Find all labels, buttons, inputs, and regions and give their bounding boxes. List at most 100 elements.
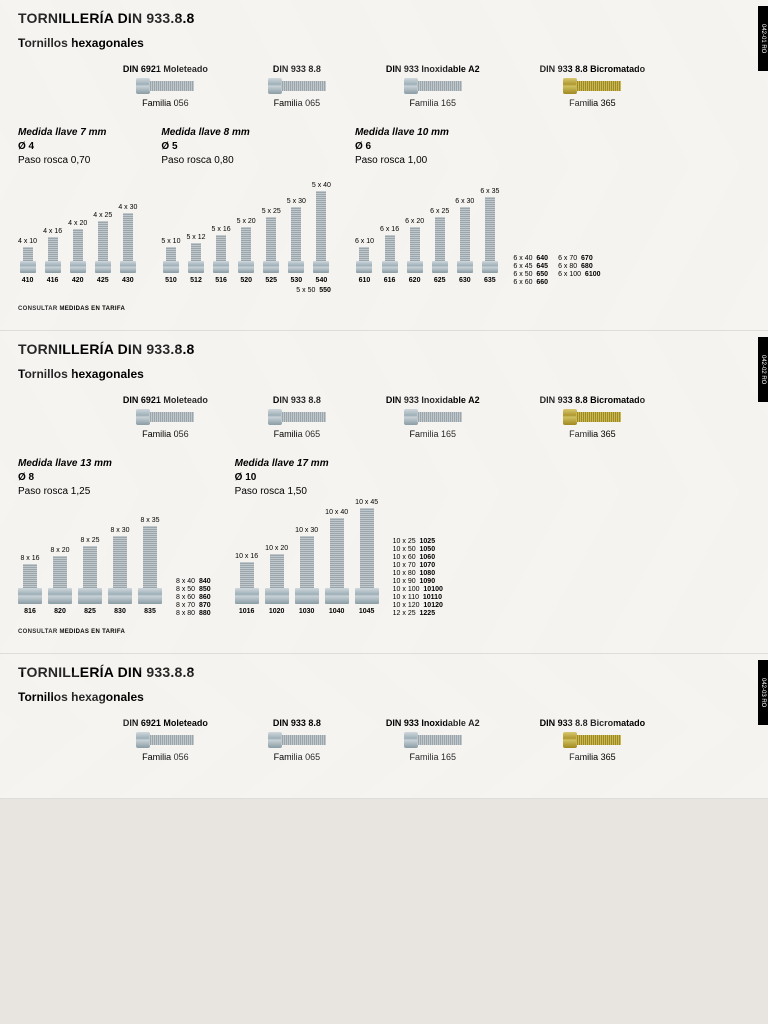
extra-row: 8 x 40 840 [176, 578, 211, 585]
extra-row: 10 x 90 1090 [393, 578, 443, 585]
extra-row: 6 x 100 6100 [558, 271, 600, 278]
bolt-graphic [48, 556, 72, 604]
bolt-item: 5 x 30 530 [287, 198, 306, 284]
bolt-size: 5 x 12 [186, 234, 205, 241]
bolt-graphic [238, 227, 254, 273]
bolt-item: 4 x 25 425 [93, 212, 112, 284]
page-tab: 042-01 RO [758, 6, 768, 71]
bolt-size: 10 x 40 [325, 509, 348, 516]
legend-family: Familia 165 [409, 98, 456, 108]
bolt-graphic [265, 554, 289, 604]
legend-item-1: DIN 933 8.8 Familia 065 [268, 718, 326, 762]
bolt-code: 635 [484, 277, 496, 284]
bolt-graphic [108, 536, 132, 604]
bolt-item: 6 x 16 616 [380, 226, 399, 284]
bolt-size: 5 x 10 [161, 238, 180, 245]
bolt-item: 5 x 40 540 [312, 182, 331, 284]
legend-title: DIN 6921 Moleteado [123, 395, 208, 405]
bolt-graphic [213, 235, 229, 273]
bolt-icon [268, 732, 326, 748]
bolt-item: 5 x 20 520 [237, 218, 256, 284]
bolt-row: 6 x 10 610 6 x 16 616 6 x 20 620 6 x 25 … [355, 174, 499, 284]
bolt-graphic [356, 247, 372, 273]
bolt-size: 5 x 30 [287, 198, 306, 205]
bolt-graphic [295, 536, 319, 604]
footer-note: CONSULTAR MEDIDAS EN TARIFA [18, 306, 750, 312]
bolt-code: 425 [97, 277, 109, 284]
bolt-code: 530 [290, 277, 302, 284]
legend-title: DIN 6921 Moleteado [123, 718, 208, 728]
bolt-item: 5 x 12 512 [186, 234, 205, 284]
groups-row: Medida llave 7 mm Ø 4 Paso rosca 0,70 4 … [18, 126, 750, 294]
bolt-code: 430 [122, 277, 134, 284]
extra-row: 6 x 60 660 [513, 279, 548, 286]
catalog-page: 042-03 RO TORNILLERÍA DIN 933.8.8 Tornil… [0, 654, 768, 799]
extra-row: 6 x 70 670 [558, 255, 600, 262]
bolt-code: 410 [22, 277, 34, 284]
bolt-graphic [313, 191, 329, 273]
bolt-item: 10 x 30 1030 [295, 527, 319, 615]
extra-row: 6 x 80 680 [558, 263, 600, 270]
bolt-code: 540 [316, 277, 328, 284]
bolt-size: 6 x 20 [405, 218, 424, 225]
legend-title: DIN 933 Inoxidable A2 [386, 395, 480, 405]
bolt-item: 10 x 40 1040 [325, 509, 349, 615]
bolt-size: 4 x 20 [68, 220, 87, 227]
bolt-item: 6 x 20 620 [405, 218, 424, 284]
bolt-icon [136, 409, 194, 425]
bolt-size: 8 x 25 [80, 537, 99, 544]
bolt-size: 8 x 20 [50, 547, 69, 554]
bolt-graphic [70, 229, 86, 273]
footer-note: CONSULTAR MEDIDAS EN TARIFA [18, 629, 750, 635]
extra-row: 10 x 25 1025 [393, 538, 443, 545]
size-group: Medida llave 13 mm Ø 8 Paso rosca 1,25 8… [18, 457, 211, 617]
legend-family: Familia 165 [409, 752, 456, 762]
legend-title: DIN 933 8.8 Bicromatado [540, 395, 646, 405]
legend-item-0: DIN 6921 Moleteado Familia 056 [123, 718, 208, 762]
bolt-item: 4 x 16 416 [43, 228, 62, 284]
bolt-icon [404, 78, 462, 94]
bolt-size: 5 x 20 [237, 218, 256, 225]
bolt-size: 10 x 16 [235, 553, 258, 560]
bolt-item: 10 x 45 1045 [355, 499, 379, 615]
bolt-code: 630 [459, 277, 471, 284]
bolt-icon [136, 732, 194, 748]
legend-item-3: DIN 933 8.8 Bicromatado Familia 365 [540, 64, 646, 108]
size-group: Medida llave 7 mm Ø 4 Paso rosca 0,70 4 … [18, 126, 137, 294]
bolt-size: 10 x 20 [265, 545, 288, 552]
bolt-code: 416 [47, 277, 59, 284]
bolt-item: 5 x 25 525 [262, 208, 281, 284]
page-subtitle: Tornillos hexagonales [18, 36, 750, 50]
legend-title: DIN 933 8.8 Bicromatado [540, 718, 646, 728]
bolt-graphic [288, 207, 304, 273]
extra-row: 10 x 110 10110 [393, 594, 443, 601]
legend-row: DIN 6921 Moleteado Familia 056 DIN 933 8… [18, 718, 750, 762]
bolt-graphic [432, 217, 448, 273]
extra-row: 6 x 45 645 [513, 263, 548, 270]
legend-item-3: DIN 933 8.8 Bicromatado Familia 365 [540, 395, 646, 439]
bolt-code: 520 [240, 277, 252, 284]
bolt-graphic [78, 546, 102, 604]
bolt-graphic [163, 247, 179, 273]
bolt-code: 420 [72, 277, 84, 284]
bolt-code: 835 [144, 608, 156, 615]
bolt-item: 10 x 16 1016 [235, 553, 259, 615]
groups-row: Medida llave 13 mm Ø 8 Paso rosca 1,25 8… [18, 457, 750, 617]
bolt-size: 5 x 25 [262, 208, 281, 215]
size-group: Medida llave 8 mm Ø 5 Paso rosca 0,80 5 … [161, 126, 331, 294]
page-tab: 042-03 RO [758, 660, 768, 725]
bolt-item: 4 x 20 420 [68, 220, 87, 284]
bolt-row: 10 x 16 1016 10 x 20 1020 10 x 30 1030 1… [235, 505, 379, 615]
bolt-graphic [457, 207, 473, 273]
legend-title: DIN 933 Inoxidable A2 [386, 64, 480, 74]
bolt-size: 5 x 40 [312, 182, 331, 189]
bolt-graphic [188, 243, 204, 273]
bolt-icon [268, 78, 326, 94]
bolt-size: 6 x 16 [380, 226, 399, 233]
legend-family: Familia 065 [274, 429, 321, 439]
bolt-icon [136, 78, 194, 94]
bolt-code: 616 [384, 277, 396, 284]
bolt-graphic [20, 247, 36, 273]
legend-item-3: DIN 933 8.8 Bicromatado Familia 365 [540, 718, 646, 762]
legend-row: DIN 6921 Moleteado Familia 056 DIN 933 8… [18, 64, 750, 108]
